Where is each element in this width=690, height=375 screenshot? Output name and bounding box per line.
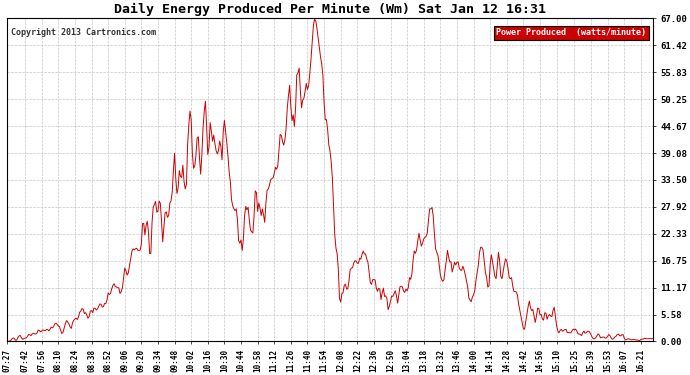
Text: Power Produced  (watts/minute): Power Produced (watts/minute) bbox=[496, 28, 647, 37]
Title: Daily Energy Produced Per Minute (Wm) Sat Jan 12 16:31: Daily Energy Produced Per Minute (Wm) Sa… bbox=[114, 3, 546, 16]
Text: Copyright 2013 Cartronics.com: Copyright 2013 Cartronics.com bbox=[10, 28, 155, 37]
